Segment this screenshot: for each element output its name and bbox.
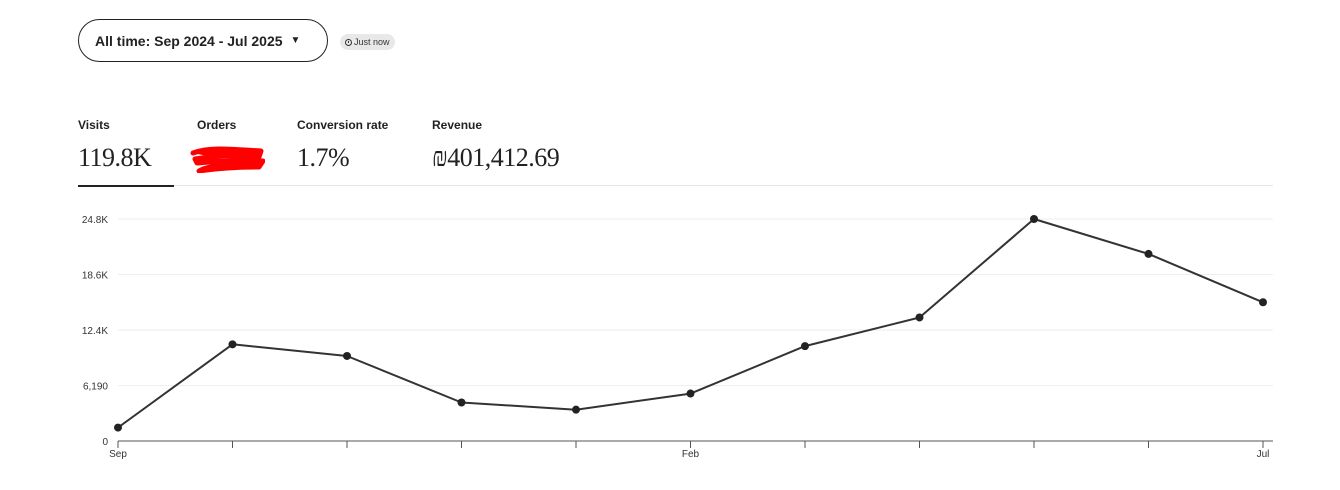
x-tick-label: Sep bbox=[109, 449, 127, 460]
data-point bbox=[343, 351, 351, 360]
stat-value-visits: 119.8K bbox=[78, 143, 152, 172]
data-point bbox=[1030, 215, 1038, 223]
data-point bbox=[1144, 249, 1153, 258]
caret-down-icon: ▼ bbox=[290, 35, 301, 46]
stat-label-revenue: Revenue bbox=[432, 118, 483, 132]
clock-icon bbox=[345, 38, 352, 46]
date-range-label: All time: Sep 2024 - Jul 2025 bbox=[95, 32, 283, 49]
stat-tab-revenue[interactable]: Revenue ₪401,412.69 bbox=[432, 118, 632, 173]
stat-value-conversion-rate: 1.7% bbox=[297, 143, 350, 172]
stat-tab-conversion-rate[interactable]: Conversion rate 1.7% bbox=[297, 118, 417, 173]
y-tick-label: 6,190 bbox=[83, 382, 108, 393]
date-range-dropdown[interactable]: All time: Sep 2024 - Jul 2025 ▼ bbox=[78, 19, 328, 62]
stat-label-visits: Visits bbox=[78, 118, 110, 132]
x-tick-label: Jul bbox=[1257, 449, 1270, 460]
data-point bbox=[915, 313, 924, 322]
data-point bbox=[228, 340, 237, 349]
data-point bbox=[572, 405, 580, 414]
data-point bbox=[457, 398, 466, 407]
redaction-scribble bbox=[190, 146, 265, 173]
data-point bbox=[801, 342, 809, 351]
updated-badge: Just now bbox=[340, 34, 395, 50]
stat-tab-orders[interactable]: Orders bbox=[197, 118, 277, 143]
data-point bbox=[686, 389, 695, 398]
data-point bbox=[1259, 298, 1267, 307]
y-tick-label: 24.8K bbox=[82, 215, 108, 226]
y-tick-label: 18.6K bbox=[82, 271, 108, 282]
y-tick-label: 12.4K bbox=[82, 326, 108, 337]
stats-divider bbox=[78, 185, 1273, 186]
y-tick-label: 0 bbox=[102, 437, 108, 448]
updated-text: Just now bbox=[354, 37, 390, 47]
x-tick-label: Feb bbox=[682, 449, 700, 460]
stat-label-conversion-rate: Conversion rate bbox=[297, 118, 389, 132]
stat-tab-visits[interactable]: Visits 119.8K bbox=[78, 118, 174, 173]
data-point bbox=[114, 423, 122, 432]
active-tab-underline bbox=[78, 185, 174, 187]
stat-label-orders: Orders bbox=[197, 118, 237, 132]
stat-value-revenue: ₪401,412.69 bbox=[432, 143, 560, 172]
